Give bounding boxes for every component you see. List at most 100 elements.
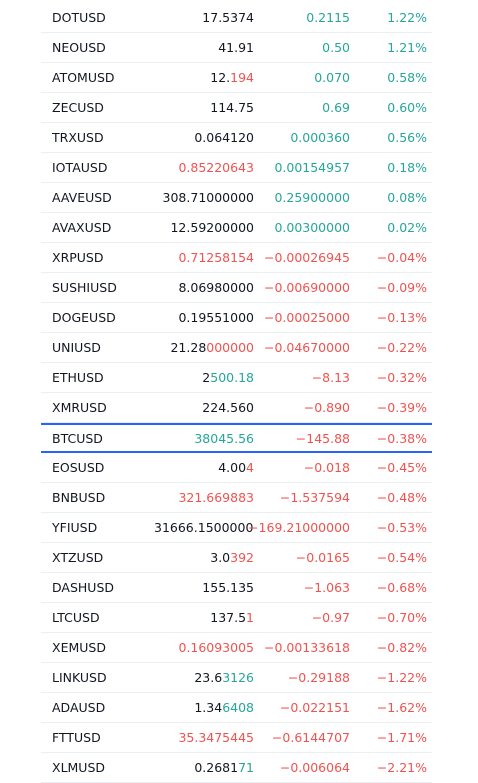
price-change: −0.022151 — [279, 700, 350, 715]
price-change: 0.2115 — [306, 10, 350, 25]
last-price: 23.63126 — [194, 663, 254, 692]
last-price: 114.75 — [210, 93, 254, 122]
last-price-text: 12.194 — [210, 63, 254, 92]
symbol-label: XTZUSD — [52, 550, 104, 565]
last-price-text: 155.135 — [202, 573, 254, 602]
last-price-stable-digits: 4.00 — [218, 460, 247, 475]
last-price: 155.135 — [202, 573, 254, 602]
price-change-percent: −0.53% — [376, 520, 427, 535]
watchlist-row[interactable]: NEOUSD 41.91 0.50 1.21% — [41, 33, 432, 63]
last-price-text: 321.669883 — [178, 483, 254, 512]
symbol-label: UNIUSD — [52, 340, 101, 355]
symbol-label: BTCUSD — [52, 431, 103, 446]
last-price-text: 0.268171 — [194, 753, 254, 782]
price-change-percent: 1.21% — [387, 40, 427, 55]
price-change-percent: 0.02% — [387, 220, 427, 235]
last-price: 224.560 — [202, 393, 254, 422]
symbol-label: FTTUSD — [52, 730, 101, 745]
watchlist-row[interactable]: XLMUSD 0.268171 −0.006064 −2.21% — [41, 753, 432, 783]
watchlist-row[interactable]: DOTUSD 17.5374 0.2115 1.22% — [41, 3, 432, 33]
watchlist-row[interactable]: LTCUSD 137.51 −0.97 −0.70% — [41, 603, 432, 633]
last-price: 0.268171 — [194, 753, 254, 782]
watchlist-row[interactable]: XRPUSD 0.71258154 −0.00026945 −0.04% — [41, 243, 432, 273]
symbol-label: SUSHIUSD — [52, 280, 117, 295]
price-change-percent: −2.21% — [376, 760, 427, 775]
watchlist-row[interactable]: ATOMUSD 12.194 0.070 0.58% — [41, 63, 432, 93]
watchlist-row[interactable]: UNIUSD 21.28000000 −0.04670000 −0.22% — [41, 333, 432, 363]
price-change: −0.00690000 — [263, 280, 350, 295]
symbol-label: XEMUSD — [52, 640, 106, 655]
last-price-stable-digits: 2 — [202, 370, 211, 385]
symbol-label: DOGEUSD — [52, 310, 116, 325]
watchlist-row[interactable]: IOTAUSD 0.85220643 0.00154957 0.18% — [41, 153, 432, 183]
watchlist-row[interactable]: SUSHIUSD 8.06980000 −0.00690000 −0.09% — [41, 273, 432, 303]
last-price-text: 41.91 — [218, 33, 254, 62]
watchlist-row-selected[interactable]: BTCUSD 38045.56 −145.88 −0.38% — [41, 423, 432, 453]
last-price: 1.346408 — [194, 693, 254, 722]
watchlist-row[interactable]: BNBUSD 321.669883 −1.537594 −0.48% — [41, 483, 432, 513]
watchlist-row[interactable]: AVAXUSD 12.59200000 0.00300000 0.02% — [41, 213, 432, 243]
price-change-percent: 0.56% — [387, 130, 427, 145]
last-price-stable-digits: 17.5374 — [202, 10, 254, 25]
last-price-text: 35.3475445 — [178, 723, 254, 752]
last-price-text: 38045.56 — [194, 425, 254, 452]
last-price: 308.71000000 — [163, 183, 254, 212]
last-price-changed-digits: 4 — [246, 460, 254, 475]
price-change: −145.88 — [295, 431, 350, 446]
symbol-label: ZECUSD — [52, 100, 104, 115]
watchlist-row[interactable]: DOGEUSD 0.19551000 −0.00025000 −0.13% — [41, 303, 432, 333]
symbol-label: ETHUSD — [52, 370, 104, 385]
last-price-text: 4.004 — [218, 453, 254, 482]
last-price-stable-digits: 31666.1500000( — [154, 520, 254, 535]
last-price-stable-digits: 155.135 — [202, 580, 254, 595]
symbol-label: TRXUSD — [52, 130, 104, 145]
price-change-percent: −0.70% — [376, 610, 427, 625]
watchlist-row[interactable]: DASHUSD 155.135 −1.063 −0.68% — [41, 573, 432, 603]
last-price: 38045.56 — [194, 425, 254, 452]
price-change-percent: −0.39% — [376, 400, 427, 415]
watchlist-row[interactable]: FTTUSD 35.3475445 −0.6144707 −1.71% — [41, 723, 432, 753]
watchlist-row[interactable]: XMRUSD 224.560 −0.890 −0.39% — [41, 393, 432, 423]
price-change: −1.537594 — [279, 490, 350, 505]
last-price: 35.3475445 — [178, 723, 254, 752]
last-price-text: 21.28000000 — [170, 333, 254, 362]
price-change-percent: −0.48% — [376, 490, 427, 505]
price-change-percent: −0.68% — [376, 580, 427, 595]
last-price-changed-digits: 500.18 — [210, 370, 254, 385]
watchlist: DOTUSD 17.5374 0.2115 1.22% NEOUSD 41.91 0.50 1… — [41, 3, 432, 783]
last-price-text: 17.5374 — [202, 3, 254, 32]
last-price-stable-digits: 3.0 — [210, 550, 231, 565]
last-price: 31666.1500000( — [154, 513, 254, 542]
watchlist-row[interactable]: ETHUSD 2500.18 −8.13 −0.32% — [41, 363, 432, 393]
price-change: −0.29188 — [287, 670, 350, 685]
watchlist-row[interactable]: LINKUSD 23.63126 −0.29188 −1.22% — [41, 663, 432, 693]
price-change: −0.04670000 — [263, 340, 350, 355]
last-price-changed-digits: 71 — [238, 760, 254, 775]
watchlist-row[interactable]: ADAUSD 1.346408 −0.022151 −1.62% — [41, 693, 432, 723]
last-price-text: 114.75 — [210, 93, 254, 122]
last-price-text: 3.0392 — [210, 543, 254, 572]
price-change: −169.21000000 — [248, 520, 350, 535]
last-price-changed-digits: 35.3475445 — [178, 730, 254, 745]
last-price-changed-digits: 321.669883 — [178, 490, 254, 505]
price-change: −0.890 — [303, 400, 350, 415]
watchlist-row[interactable]: XTZUSD 3.0392 −0.0165 −0.54% — [41, 543, 432, 573]
watchlist-row[interactable]: EOSUSD 4.004 −0.018 −0.45% — [41, 453, 432, 483]
last-price-text: 224.560 — [202, 393, 254, 422]
watchlist-row[interactable]: XEMUSD 0.16093005 −0.00133618 −0.82% — [41, 633, 432, 663]
watchlist-row[interactable]: AAVEUSD 308.71000000 0.25900000 0.08% — [41, 183, 432, 213]
watchlist-row[interactable]: YFIUSD 31666.1500000(−169.21000000 −0.53% — [41, 513, 432, 543]
last-price-changed-digits: 0.16093005 — [178, 640, 254, 655]
symbol-label: LTCUSD — [52, 610, 100, 625]
watchlist-row[interactable]: ZECUSD 114.75 0.69 0.60% — [41, 93, 432, 123]
watchlist-row[interactable]: TRXUSD 0.064120 0.000360 0.56% — [41, 123, 432, 153]
price-change-percent: 1.22% — [387, 10, 427, 25]
last-price-text: 0.71258154 — [178, 243, 254, 272]
last-price-stable-digits: 8.06980000 — [178, 280, 254, 295]
price-change: −0.6144707 — [271, 730, 350, 745]
last-price-text: 0.85220643 — [178, 153, 254, 182]
price-change-percent: −0.45% — [376, 460, 427, 475]
last-price: 4.004 — [218, 453, 254, 482]
last-price-text: 12.59200000 — [170, 213, 254, 242]
last-price-stable-digits: 12.59200000 — [170, 220, 254, 235]
